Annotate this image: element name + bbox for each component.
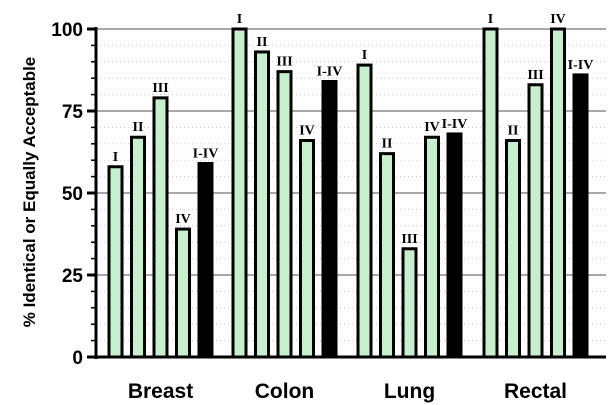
- bar-lung-i: [356, 63, 373, 359]
- bar-label: I: [362, 48, 367, 63]
- bar-breast-ii: [130, 135, 146, 359]
- y-tick-label: 25: [62, 266, 84, 287]
- bar-label: I: [113, 150, 118, 165]
- bar-label: III: [276, 55, 292, 70]
- bar-label: IV: [299, 124, 315, 139]
- bar-breast-i: [107, 165, 124, 359]
- bar-label: IV: [550, 12, 566, 27]
- bar-breast-i-iv: [197, 161, 214, 359]
- bar-lung-iii: [401, 247, 418, 359]
- x-tick-label-breast: Breast: [128, 380, 193, 403]
- bar-rectal-ii: [505, 139, 521, 359]
- bar-lung-i-iv: [446, 132, 463, 359]
- bar-colon-iii: [276, 70, 293, 359]
- bar-label: I-IV: [317, 64, 343, 79]
- y-tick-label: 75: [62, 102, 84, 123]
- bar-colon-iv: [299, 139, 315, 359]
- y-axis-title: % Identical or Equally Acceptable: [20, 57, 39, 328]
- bar-breast-iii: [152, 96, 169, 359]
- axes: Breast Colon Lung Rectal 0 25 50 75 100: [51, 20, 606, 403]
- bar-colon-ii: [254, 50, 270, 359]
- bar-rectal-iv: [550, 27, 566, 359]
- bar-label: IV: [424, 120, 440, 135]
- bar-rectal-i: [482, 27, 499, 359]
- bar-label: I-IV: [193, 146, 219, 161]
- bar-label: III: [152, 81, 168, 96]
- bar-colon-i: [231, 27, 248, 359]
- y-tick-label: 0: [72, 348, 83, 369]
- x-tick-label-colon: Colon: [255, 380, 314, 403]
- bar-label: III: [401, 232, 417, 247]
- bar-lung-iv: [424, 135, 440, 359]
- bar-label: I: [488, 12, 493, 27]
- x-tick-label-rectal: Rectal: [504, 380, 567, 403]
- bar-rectal-i-iv: [572, 73, 589, 359]
- bar-label: II: [257, 35, 268, 50]
- bar-breast-iv: [175, 227, 191, 359]
- bar-rectal-iii: [527, 83, 544, 359]
- bar-label: IV: [175, 212, 191, 227]
- bar-label: I-IV: [442, 117, 468, 132]
- bar-label: II: [382, 137, 393, 152]
- bar-label: II: [508, 124, 519, 139]
- bar-label: I-IV: [568, 58, 594, 73]
- bar-label: III: [527, 68, 543, 83]
- bar-lung-ii: [379, 152, 395, 359]
- bar-label: I: [237, 12, 242, 27]
- y-tick-label: 50: [62, 184, 83, 205]
- bar-label: II: [133, 120, 144, 135]
- y-tick-label: 100: [51, 20, 83, 41]
- x-tick-label-lung: Lung: [384, 380, 435, 403]
- bar-colon-i-iv: [321, 79, 338, 359]
